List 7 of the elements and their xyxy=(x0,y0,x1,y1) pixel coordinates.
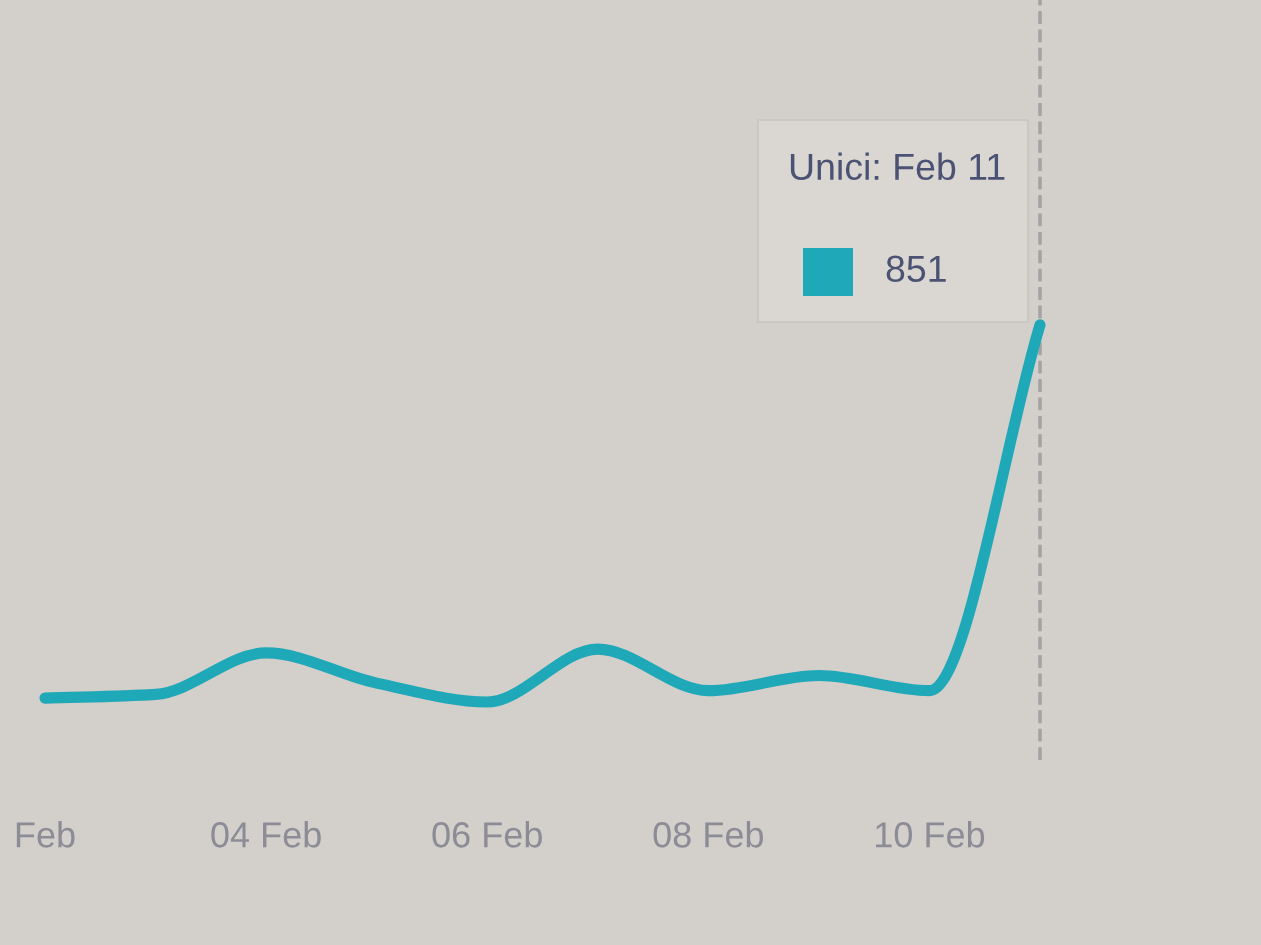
text: 851 xyxy=(886,255,946,283)
x-tick-label: 04 Feb xyxy=(211,821,321,848)
text: Unici: Feb 11 xyxy=(790,152,1005,181)
x-tick-label: 08 Feb xyxy=(653,821,764,848)
x-tick-label: 06 Feb xyxy=(432,821,542,848)
x-tick-label: 10 Feb xyxy=(875,821,985,848)
x-tick-label: Feb xyxy=(16,821,75,848)
